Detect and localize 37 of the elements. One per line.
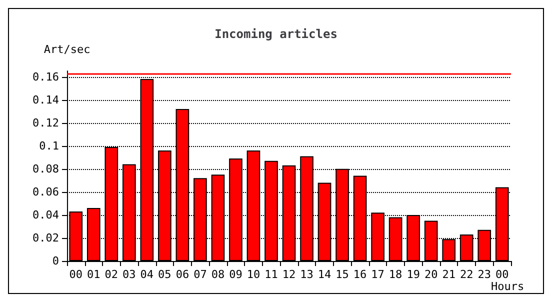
x-tick-label: 08 [211,268,225,281]
y-tick-label: 0.08 [32,162,59,176]
x-tick-label: 09 [229,268,242,281]
x-tick-label: 14 [318,268,332,281]
x-tick-label: 06 [176,268,190,281]
x-tick-label: 10 [246,268,260,281]
x-tick-label: 15 [336,268,349,281]
x-tick-label: 12 [282,268,296,281]
x-tick-label: 00 [69,268,83,281]
x-tick-label: 16 [353,268,367,281]
x-tick-label: 03 [122,268,136,281]
y-tick-label: 0.06 [32,185,59,198]
x-tick-label: 02 [104,268,118,281]
x-tick-label: 22 [460,268,474,281]
x-tick-label: 13 [300,268,314,281]
x-tick-label: 20 [424,268,438,281]
y-tick-label: 0.14 [32,93,60,106]
x-tick-label: 19 [406,268,420,281]
y-tick-label: 0.04 [32,208,60,222]
x-tick-label: 00 [495,268,509,281]
x-tick-label: 21 [442,268,456,281]
y-tick-label: 0.16 [32,70,59,84]
y-axis-title: Art/sec [44,43,90,56]
x-tick-label: 23 [478,268,491,281]
x-tick-label: 11 [264,268,278,281]
x-tick-label: 01 [87,268,100,281]
x-tick-label: 04 [140,268,154,281]
y-tick-label: 0.02 [32,231,59,244]
y-tick-label: 0.1 [39,139,59,152]
x-tick-label: 07 [194,268,207,281]
y-tick-label: 0 [52,254,59,268]
x-axis-title: Hours [491,280,524,293]
chart-title: Incoming articles [214,27,338,41]
x-tick-label: 18 [388,268,402,281]
y-tick-label: 0.12 [32,116,59,130]
x-tick-label: 05 [158,268,172,281]
x-tick-label: 17 [371,268,384,281]
